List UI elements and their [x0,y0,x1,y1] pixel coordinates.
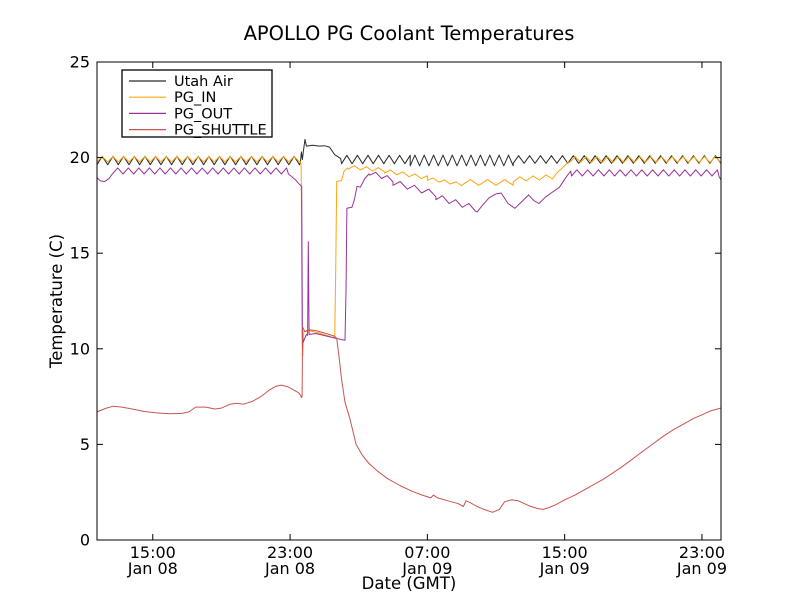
series-line-pg-out [96,167,722,343]
series-line-utah-air [96,138,722,167]
x-tick-label-date: Jan 09 [401,559,452,578]
series-line-pg-shuttle [96,326,721,513]
x-tick-label-date: Jan 08 [127,559,178,578]
legend-label-utah-air: Utah Air [174,74,233,90]
x-tick-label-time: 15:00 [542,543,588,562]
x-tick-label-date: Jan 09 [539,559,590,578]
x-tick-label-time: 23:00 [267,543,313,562]
x-tick-label-date: Jan 09 [676,559,727,578]
y-tick-label: 5 [80,435,90,454]
series-group [96,138,722,513]
y-tick-label: 15 [70,244,90,263]
chart-title: APOLLO PG Coolant Temperatures [244,22,575,45]
y-tick-label: 25 [70,53,90,72]
y-tick-label: 0 [80,531,90,550]
legend-label-pg-out: PG_OUT [174,106,232,122]
x-axis-label: Date (GMT) [362,574,457,593]
series-line-pg-in [96,156,722,356]
x-tick-label-time: 15:00 [130,543,176,562]
legend-label-pg-shuttle: PG_SHUTTLE [174,123,267,139]
y-tick-label: 20 [70,148,90,167]
x-tick-label-time: 23:00 [679,543,725,562]
x-tick-label-time: 07:00 [404,543,450,562]
axes-frame [96,61,722,541]
plot-border [96,61,722,541]
x-tick-label-date: Jan 08 [264,559,315,578]
legend-label-pg-in: PG_IN [174,90,216,106]
y-axis-label: Temperature (C) [47,234,66,369]
y-tick-label: 10 [70,339,90,358]
